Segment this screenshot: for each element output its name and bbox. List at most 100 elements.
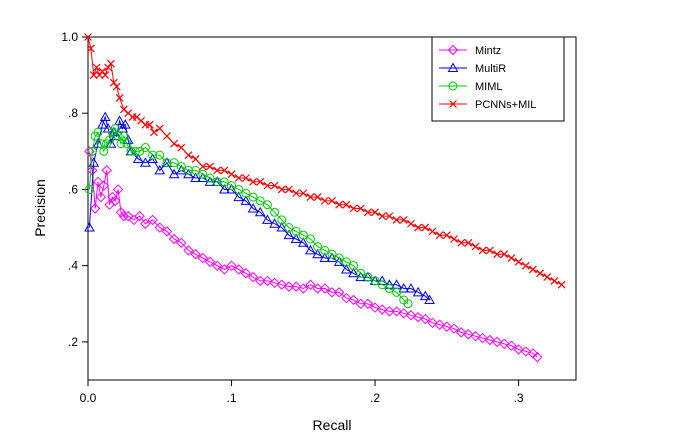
- data-point-multir: [218, 183, 230, 194]
- data-point-pcnns-mil: [92, 63, 101, 72]
- data-point-mintz: [434, 319, 445, 330]
- data-point-miml: [140, 143, 150, 153]
- data-point-miml: [155, 150, 165, 160]
- data-point-multir: [96, 119, 108, 129]
- data-point-miml: [99, 146, 109, 156]
- data-point-pcnns-mil: [95, 71, 104, 80]
- data-point-multir: [305, 244, 316, 255]
- data-point-miml: [148, 150, 158, 160]
- data-point-pcnns-mil: [392, 216, 401, 224]
- data-point-mintz: [233, 264, 244, 275]
- data-point-miml: [205, 173, 215, 183]
- data-point-multir: [114, 115, 125, 125]
- data-point-mintz: [448, 323, 460, 334]
- data-point-pcnns-mil: [557, 280, 566, 289]
- data-point-miml: [255, 196, 265, 206]
- data-point-miml: [198, 169, 208, 179]
- data-point-multir: [240, 195, 252, 205]
- data-point-miml: [162, 158, 172, 168]
- data-point-miml: [87, 146, 97, 156]
- data-point-mintz: [470, 330, 481, 342]
- data-point-miml: [313, 242, 323, 252]
- data-point-pcnns-mil: [89, 71, 98, 80]
- data-point-mintz: [118, 210, 130, 222]
- data-point-pcnns-mil: [145, 120, 154, 129]
- data-point-miml: [277, 215, 287, 225]
- data-point-mintz: [204, 256, 216, 268]
- data-point-pcnns-mil: [521, 261, 530, 270]
- data-point-miml: [305, 234, 315, 244]
- data-point-multir: [348, 267, 359, 278]
- data-point-mintz: [319, 283, 331, 294]
- data-point-mintz: [326, 287, 338, 298]
- data-point-pcnns-mil: [184, 151, 193, 160]
- data-point-mintz: [455, 327, 467, 338]
- data-point-mintz: [441, 321, 453, 332]
- data-point-pcnns-mil: [270, 181, 279, 190]
- data-point-pcnns-mil: [529, 265, 537, 274]
- data-point-miml: [377, 280, 387, 290]
- data-point-mintz: [110, 195, 121, 207]
- data-point-pcnns-mil: [471, 242, 480, 251]
- data-point-miml: [270, 207, 280, 217]
- y-axis-label: Precision: [32, 179, 48, 237]
- data-point-miml: [116, 139, 126, 149]
- data-point-pcnns-mil: [150, 128, 158, 137]
- data-point-mintz: [197, 252, 209, 264]
- data-point-miml: [96, 139, 106, 149]
- data-point-mintz: [484, 334, 496, 346]
- data-point-mintz: [506, 340, 517, 351]
- data-point-miml: [126, 146, 136, 156]
- data-point-mintz: [112, 184, 124, 195]
- data-point-mintz: [348, 294, 359, 306]
- legend-marker-multir: [447, 62, 459, 72]
- data-point-multir: [319, 252, 331, 263]
- data-point-multir: [398, 283, 410, 293]
- data-point-miml: [122, 139, 132, 149]
- data-point-pcnns-mil: [349, 204, 358, 213]
- data-point-pcnns-mil: [263, 181, 272, 190]
- data-point-pcnns-mil: [378, 212, 387, 221]
- legend-box: [431, 36, 565, 122]
- data-point-mintz: [398, 308, 409, 319]
- data-point-mintz: [377, 304, 388, 315]
- data-point-multir: [105, 138, 117, 148]
- data-point-miml: [284, 223, 294, 233]
- data-point-pcnns-mil: [191, 155, 200, 163]
- data-point-mintz: [219, 264, 230, 275]
- data-point-pcnns-mil: [213, 166, 222, 175]
- data-point-pcnns-mil: [299, 189, 308, 198]
- data-point-mintz: [211, 260, 223, 271]
- data-point-mintz: [226, 260, 237, 271]
- data-point-pcnns-mil: [342, 200, 351, 209]
- legend-label: MIML: [475, 81, 503, 93]
- legend-marker-pcnns-mil: [449, 100, 457, 108]
- data-point-miml: [370, 276, 380, 286]
- data-point-pcnns-mil: [385, 212, 394, 221]
- data-point-pcnns-mil: [507, 254, 516, 262]
- data-point-mintz: [101, 165, 112, 176]
- data-point-pcnns-mil: [84, 33, 92, 41]
- data-point-pcnns-mil: [313, 193, 322, 201]
- data-point-pcnns-mil: [198, 162, 207, 171]
- data-point-mintz: [499, 338, 510, 350]
- data-point-miml: [241, 188, 251, 198]
- data-point-mintz: [161, 226, 173, 237]
- data-point-pcnns-mil: [514, 257, 523, 266]
- data-point-pcnns-mil: [306, 193, 315, 201]
- data-point-multir: [190, 172, 202, 183]
- series-layer: [84, 33, 566, 363]
- data-point-miml: [392, 287, 402, 297]
- data-point-pcnns-mil: [428, 227, 437, 236]
- y-tick-label: 1.0: [61, 30, 78, 44]
- data-point-mintz: [240, 268, 252, 279]
- data-point-pcnns-mil: [170, 139, 179, 148]
- data-point-miml: [349, 261, 359, 271]
- data-point-mintz: [122, 210, 134, 222]
- data-point-pcnns-mil: [155, 124, 164, 133]
- data-point-mintz: [134, 210, 145, 222]
- data-point-pcnns-mil: [414, 223, 423, 232]
- data-point-mintz: [255, 275, 266, 287]
- data-point-mintz: [355, 298, 366, 309]
